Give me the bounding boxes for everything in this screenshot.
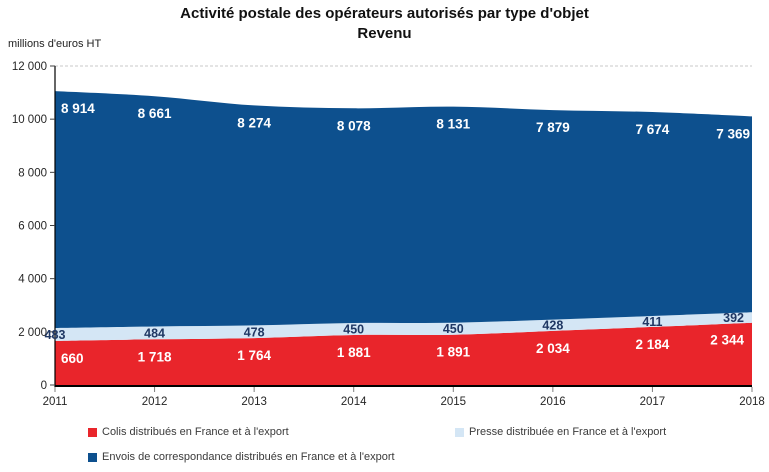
chart-title: Activité postale des opérateurs autorisé… [180, 5, 589, 22]
value-label: 7 674 [636, 122, 670, 137]
y-axis-tick-label: 4 000 [18, 274, 47, 286]
value-label: 478 [244, 325, 265, 339]
legend-label: Presse distribuée en France et à l'expor… [469, 426, 667, 438]
area-band [55, 312, 752, 341]
value-label: 450 [343, 323, 364, 337]
area-band [55, 322, 752, 385]
y-axis-ticks: 0 2 000 4 000 6 000 8 000 10 000 12 000 [12, 61, 55, 392]
value-label: 8 274 [237, 115, 271, 130]
value-label: 428 [542, 319, 563, 333]
chart-subtitle: Revenu [357, 25, 412, 42]
value-label: 1 718 [138, 349, 172, 364]
presse-legend-swatch [455, 427, 464, 437]
y-axis-tick-label: 10 000 [12, 114, 47, 126]
envois-legend-swatch [88, 452, 97, 462]
legend-item-envois: Envois de correspondance distribués en F… [88, 451, 395, 463]
x-axis-tick-label: 2012 [142, 396, 168, 408]
x-axis-tick-label: 2014 [341, 396, 367, 408]
value-label: 1 891 [436, 345, 470, 360]
value-label: 2 034 [536, 341, 570, 356]
y-axis-tick-label: 2 000 [18, 327, 47, 339]
x-axis-tick-label: 2017 [640, 396, 666, 408]
y-axis-unit-label: millions d'euros HT [8, 38, 102, 50]
value-label: 484 [144, 326, 165, 340]
value-label: 8 131 [436, 117, 470, 132]
value-label: 2 344 [710, 333, 744, 348]
y-axis-tick-label: 6 000 [18, 221, 47, 233]
value-label: 660 [61, 351, 84, 366]
value-label: 483 [45, 328, 66, 342]
x-axis-tick-label: 2013 [241, 396, 267, 408]
area-band [55, 91, 752, 328]
value-label: 2 184 [636, 337, 670, 352]
colis-legend-swatch [88, 427, 97, 437]
value-label: 8 078 [337, 118, 371, 133]
data-labels-layer: 660 1 718 1 764 1 881 1 891 2 034 2 184 2 344 48… [45, 101, 750, 366]
x-axis-tick-label: 2018 [739, 396, 765, 408]
value-label: 392 [723, 311, 744, 325]
legend-label: Envois de correspondance distribués en F… [102, 451, 395, 463]
areas-layer [55, 91, 752, 385]
legend-label: Colis distribués en France et à l'export [102, 426, 289, 438]
legend-item-presse: Presse distribuée en France et à l'expor… [455, 426, 666, 438]
x-axis-tick-label: 2011 [43, 396, 68, 408]
value-label: 411 [642, 315, 662, 329]
value-label: 8 661 [138, 106, 172, 121]
x-axis-tick-label: 2016 [540, 396, 566, 408]
value-label: 8 914 [61, 101, 95, 116]
x-axis-tick-label: 2015 [440, 396, 466, 408]
y-axis-tick-label: 0 [41, 380, 47, 392]
x-axis-ticks: 2011 2012 2013 2014 2015 2016 2017 2018 [43, 387, 765, 408]
y-axis-tick-label: 8 000 [18, 167, 47, 179]
value-label: 1 764 [237, 348, 271, 363]
y-axis-tick-label: 12 000 [12, 61, 47, 73]
value-label: 1 881 [337, 345, 371, 360]
value-label: 7 879 [536, 120, 570, 135]
value-label: 7 369 [716, 126, 750, 141]
legend-item-colis: Colis distribués en France et à l'export [88, 426, 289, 438]
value-label: 450 [443, 322, 464, 336]
